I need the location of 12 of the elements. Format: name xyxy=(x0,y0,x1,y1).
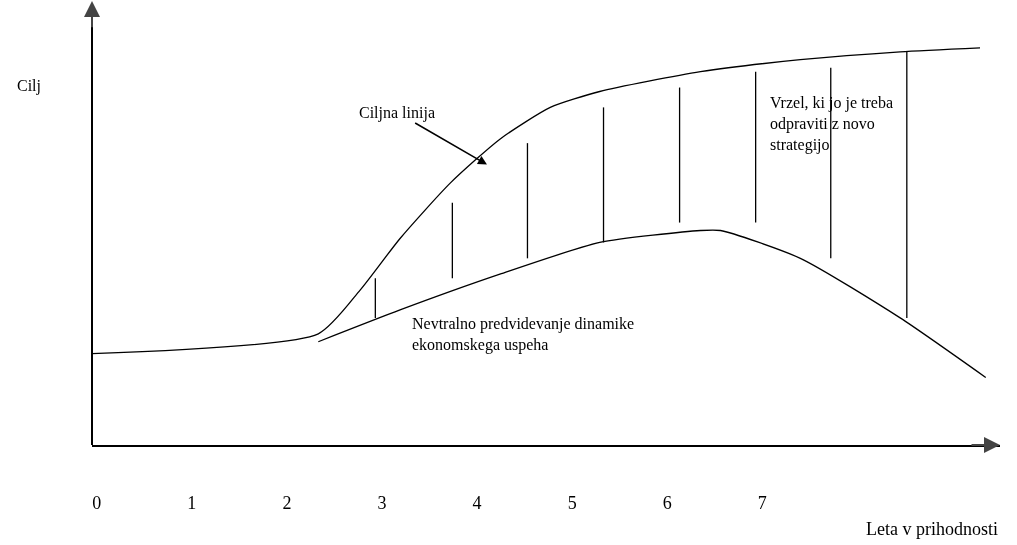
y-axis-title: Cilj xyxy=(17,77,42,95)
x-tick-label: 0 xyxy=(92,492,102,513)
annotation: Ciljna linija xyxy=(359,104,435,122)
x-tick-label: 3 xyxy=(377,492,387,513)
annotation: Nevtralno predvidevanje dinamike ekonomskega uspeha xyxy=(412,315,635,354)
x-tick-label: 6 xyxy=(662,492,672,513)
x-tick-label: 5 xyxy=(567,492,577,513)
x-tick-label: 1 xyxy=(187,492,197,513)
x-tick-label: 4 xyxy=(472,492,482,513)
x-tick-label: 7 xyxy=(757,492,767,513)
x-tick-label: 2 xyxy=(282,492,292,513)
x-axis-title: Leta v prihodnosti xyxy=(866,519,998,539)
